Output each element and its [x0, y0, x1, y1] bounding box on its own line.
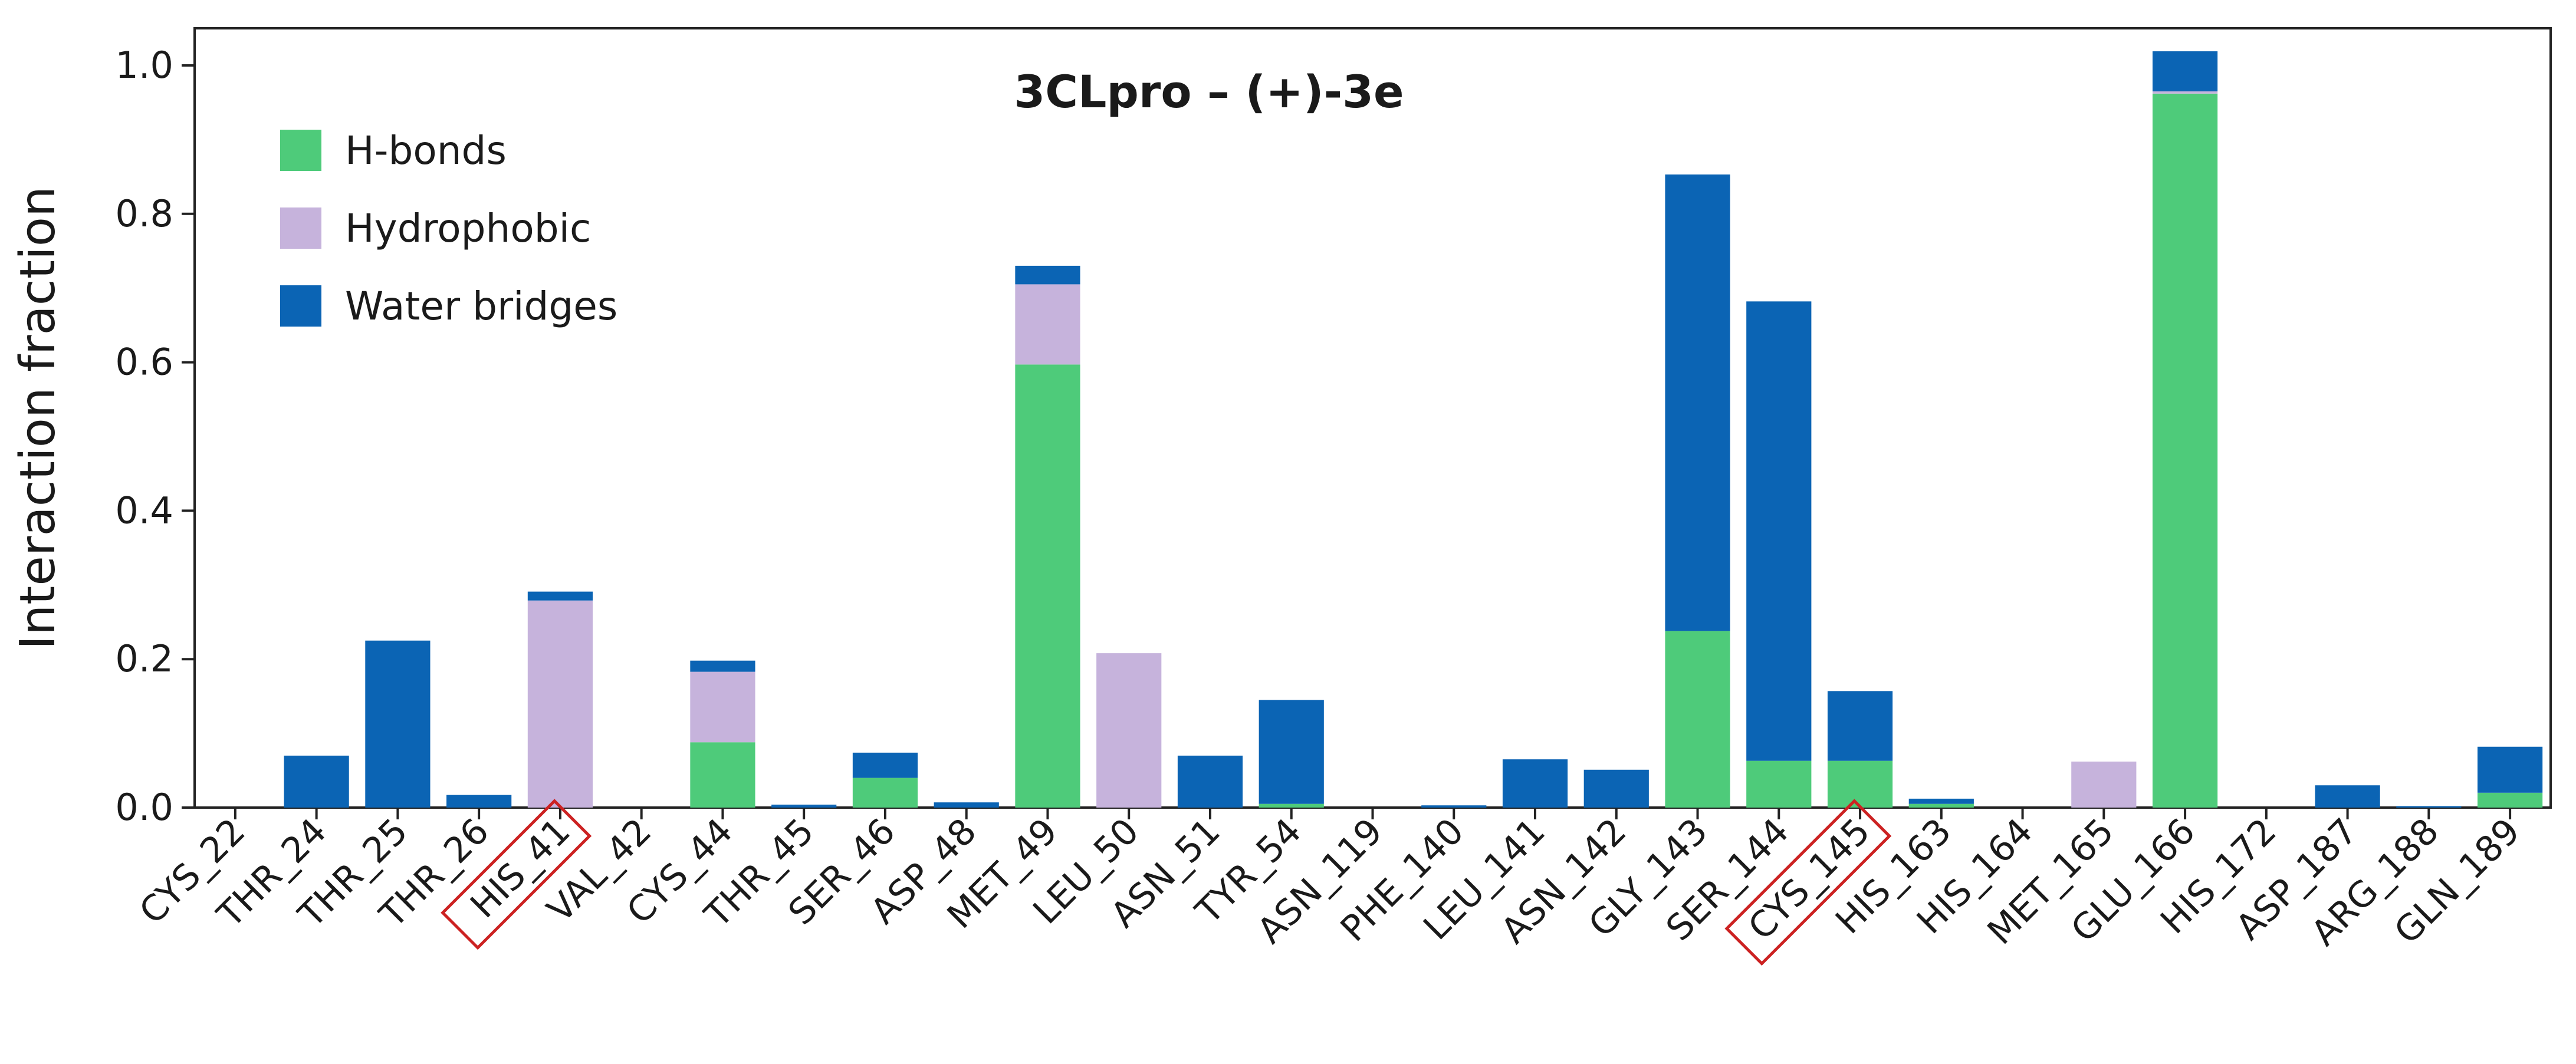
chart-title: 3CLpro – (+)-3e	[1014, 65, 1404, 118]
bar-stack-thr-45	[771, 804, 837, 808]
bar-segment-water-bridges	[1177, 755, 1243, 808]
bar-stack-his-41	[527, 591, 593, 808]
bar-stack-leu-50	[1096, 653, 1162, 808]
bar-segment-h-bonds	[1015, 364, 1080, 808]
y-tick-label: 0.0	[115, 786, 173, 829]
bar-segment-hydrophobic	[2071, 761, 2137, 808]
y-tick-label: 0.2	[115, 637, 173, 680]
bar-segment-water-bridges	[1015, 265, 1080, 285]
bar-stack-cys-145	[1827, 691, 1893, 808]
bar-segment-water-bridges	[1502, 759, 1568, 808]
bar-segment-water-bridges	[690, 660, 755, 672]
bar-segment-h-bonds	[1746, 760, 1812, 808]
bar-segment-water-bridges	[2315, 785, 2380, 808]
highlight-boxes	[441, 799, 1892, 966]
bar-stack-arg-188	[2396, 806, 2462, 808]
bar-stack-met-49	[1015, 265, 1080, 808]
bar-segment-h-bonds	[1259, 803, 1324, 808]
y-tick-label: 1.0	[115, 44, 173, 87]
bar-stack-thr-26	[446, 795, 512, 808]
bar-segment-water-bridges	[1421, 805, 1487, 808]
bar-stack-asn-51	[1177, 755, 1243, 808]
legend-swatch	[280, 130, 321, 171]
bar-segment-h-bonds	[1908, 803, 1974, 808]
bar-stack-asp-48	[934, 802, 999, 808]
x-axis: CYS_22THR_24THR_25THR_26HIS_41VAL_42CYS_…	[132, 808, 2528, 954]
legend-swatch	[280, 285, 321, 327]
bar-segment-hydrophobic	[1015, 284, 1080, 365]
bar-segment-water-bridges	[2396, 806, 2462, 808]
bar-stack-cys-44	[690, 660, 755, 808]
bar-segment-hydrophobic	[2152, 91, 2218, 94]
y-tick-label: 0.8	[115, 192, 173, 235]
bar-segment-water-bridges	[365, 640, 431, 808]
bar-stack-asp-187	[2315, 785, 2380, 808]
legend-label: H-bonds	[345, 128, 507, 173]
bar-segment-h-bonds	[1665, 631, 1730, 808]
bar-segment-water-bridges	[1583, 769, 1649, 808]
y-tick-label: 0.4	[115, 489, 173, 532]
bar-segment-h-bonds	[690, 742, 755, 808]
highlight-box	[1724, 799, 1892, 966]
bar-segment-water-bridges	[2478, 746, 2543, 793]
bar-segment-h-bonds	[852, 778, 918, 808]
y-tick-label: 0.6	[115, 341, 173, 384]
legend-label: Water bridges	[345, 284, 617, 329]
bar-segment-h-bonds	[2478, 792, 2543, 808]
bar-stack-asn-142	[1583, 769, 1649, 808]
bar-segment-water-bridges	[2152, 51, 2218, 92]
bar-stack-met-165	[2071, 761, 2137, 808]
bar-stack-his-163	[1908, 798, 1974, 808]
bar-segment-hydrophobic	[1096, 653, 1162, 808]
bar-stack-thr-24	[284, 755, 349, 808]
legend-label: Hydrophobic	[345, 206, 591, 251]
bar-segment-water-bridges	[1746, 301, 1812, 761]
bar-stack-tyr-54	[1259, 700, 1324, 808]
bar-segment-h-bonds	[1827, 760, 1893, 808]
bar-stack-gly-143	[1665, 174, 1730, 808]
bar-segment-h-bonds	[2152, 93, 2218, 808]
highlight-box	[441, 799, 592, 950]
y-axis: 0.0 0.2 0.4 0.6 0.8 1.0	[115, 44, 195, 829]
bar-segment-water-bridges	[771, 804, 837, 808]
y-axis-title: Interaction fraction	[10, 186, 66, 650]
bar-stack-gln-189	[2478, 746, 2543, 808]
legend: H-bonds Hydrophobic Water bridges	[280, 128, 617, 329]
bar-stack-leu-141	[1502, 759, 1568, 808]
bar-segment-water-bridges	[934, 802, 999, 808]
bar-segment-water-bridges	[852, 752, 918, 778]
bar-segment-water-bridges	[284, 755, 349, 808]
bar-segment-water-bridges	[446, 795, 512, 808]
bar-stacks	[284, 51, 2543, 808]
bar-stack-glu-166	[2152, 51, 2218, 808]
bar-segment-water-bridges	[1827, 691, 1893, 761]
bar-segment-water-bridges	[1665, 174, 1730, 631]
bar-stack-ser-144	[1746, 301, 1812, 808]
legend-swatch	[280, 207, 321, 249]
bar-segment-water-bridges	[527, 591, 593, 601]
bar-stack-phe-140	[1421, 805, 1487, 808]
bar-stack-ser-46	[852, 752, 918, 808]
bar-stack-thr-25	[365, 640, 431, 808]
bar-segment-water-bridges	[1908, 798, 1974, 804]
bar-segment-water-bridges	[1259, 700, 1324, 804]
bar-segment-hydrophobic	[690, 671, 755, 743]
bar-segment-hydrophobic	[527, 600, 593, 808]
